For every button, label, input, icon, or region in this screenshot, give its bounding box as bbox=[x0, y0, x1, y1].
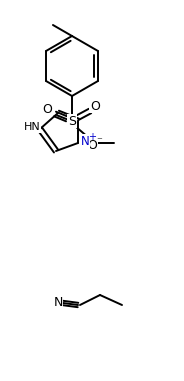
Text: N: N bbox=[53, 296, 63, 309]
Text: N: N bbox=[81, 134, 89, 147]
Text: S: S bbox=[68, 115, 76, 128]
Text: O: O bbox=[90, 99, 100, 112]
Text: ⁻: ⁻ bbox=[96, 136, 102, 146]
Text: +: + bbox=[88, 132, 96, 142]
Text: HN: HN bbox=[24, 122, 40, 132]
Text: O: O bbox=[42, 102, 52, 115]
Text: O: O bbox=[87, 139, 97, 152]
